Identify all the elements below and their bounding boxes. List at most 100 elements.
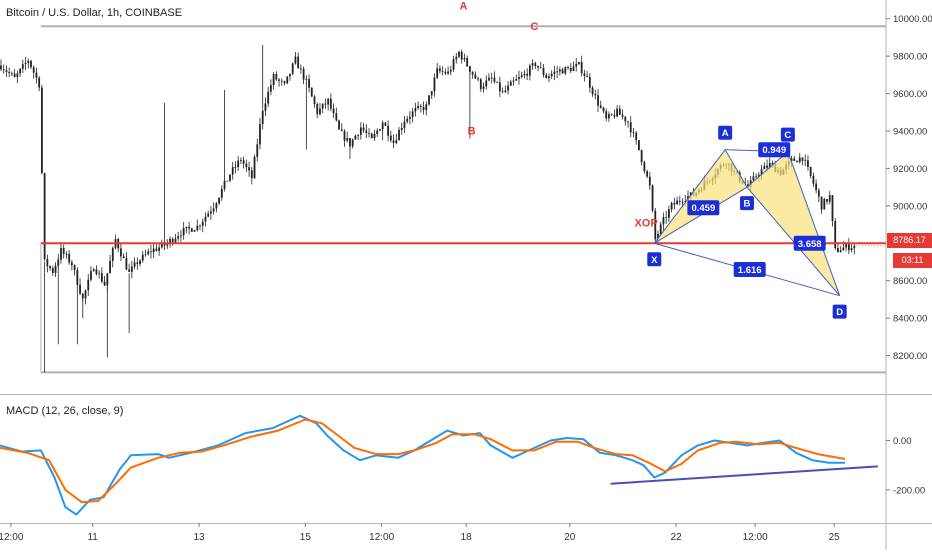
candle-body	[629, 122, 632, 133]
time-tick-label: 12:00	[743, 532, 768, 543]
candle-body	[812, 175, 815, 184]
ratio-label: 0.459	[691, 203, 715, 214]
candle-body	[425, 104, 428, 111]
price-tick-label: 9200.00	[893, 164, 927, 175]
candle-body	[662, 217, 665, 225]
candle-body	[826, 199, 828, 202]
candle-body	[409, 116, 411, 119]
candle-body	[817, 190, 820, 197]
candle-body	[286, 76, 289, 84]
pattern-point-label: C	[784, 130, 791, 141]
candle-body	[155, 248, 158, 251]
price-tick-label: 10000.00	[893, 14, 932, 25]
candle-body	[807, 160, 809, 167]
candle-body	[207, 213, 210, 217]
candle-body	[605, 111, 608, 119]
candle-body	[665, 217, 668, 219]
candle-body	[548, 76, 550, 79]
candle-body	[463, 58, 466, 60]
ratio-badge	[687, 200, 720, 216]
price-tick-label: 9600.00	[893, 89, 927, 100]
candle-body	[220, 188, 223, 198]
candle-body	[520, 75, 523, 78]
candle-body	[627, 121, 629, 123]
candle-body	[501, 91, 504, 93]
candle-body	[319, 108, 321, 115]
candle-body	[594, 94, 597, 96]
price-tick-label: 9000.00	[893, 201, 927, 212]
candle-body	[92, 269, 95, 272]
candle-body	[482, 86, 485, 89]
pattern-point-label: B	[744, 199, 751, 210]
candle-body	[444, 71, 447, 74]
candle-body	[2, 69, 5, 71]
swing-label-a: A	[459, 0, 467, 12]
candle-body	[488, 77, 490, 81]
candle-body	[240, 160, 242, 162]
macd-trendline	[610, 465, 878, 485]
candle-body	[68, 254, 71, 263]
candle-body	[21, 64, 24, 69]
candle-body	[38, 77, 41, 88]
chart-title: Bitcoin / U.S. Dollar, 1h, COINBASE	[6, 7, 183, 19]
candle-body	[11, 73, 13, 74]
candle-body	[471, 71, 474, 75]
candle-body	[60, 248, 62, 260]
candle-body	[839, 250, 842, 253]
candle-body	[128, 269, 131, 272]
last-price-tag: 8786.17	[887, 233, 932, 248]
candle-body	[210, 211, 212, 214]
candle-body	[757, 174, 760, 177]
candle-body	[30, 60, 32, 68]
candle-body	[608, 114, 610, 119]
candle-body	[498, 82, 501, 92]
candle-body	[365, 130, 368, 133]
candle-body	[545, 74, 548, 79]
candle-body	[54, 265, 57, 273]
candle-body	[343, 130, 346, 141]
candle-body	[820, 196, 823, 210]
candle-body	[338, 120, 340, 130]
time-tick-label: 15	[300, 532, 312, 543]
candle-body	[419, 105, 422, 107]
candle-body	[70, 262, 73, 266]
candle-body	[580, 62, 583, 74]
price-tick-label: 8400.00	[893, 314, 927, 325]
candle-body	[19, 68, 21, 74]
candle-body	[212, 208, 215, 212]
candle-body	[586, 75, 589, 78]
candle-body	[349, 138, 351, 147]
candle-body	[458, 51, 460, 57]
candle-body	[441, 71, 444, 72]
candle-body	[542, 68, 545, 75]
candle-body	[564, 67, 567, 74]
pattern-point-badge	[647, 252, 662, 267]
candle-body	[479, 79, 482, 89]
candle-body	[98, 273, 101, 275]
candle-body	[801, 157, 804, 161]
time-tick-label: 20	[564, 532, 576, 543]
candle-body	[275, 73, 278, 80]
macd-tick-label: -200.00	[893, 485, 925, 496]
candle-body	[449, 69, 452, 72]
candle-body	[120, 248, 122, 257]
candle-body	[398, 129, 400, 141]
pattern-point-badge	[780, 127, 795, 142]
candle-body	[618, 108, 621, 115]
candle-body	[40, 87, 43, 174]
candle-body	[351, 139, 354, 147]
candle-body	[433, 77, 436, 92]
candle-body	[621, 114, 624, 117]
price-tick-label: 8600.00	[893, 276, 927, 287]
candle-body	[332, 108, 335, 114]
candle-body	[362, 127, 365, 131]
price-tick-label: 9800.00	[893, 52, 927, 63]
candle-body	[406, 118, 409, 122]
candle-body	[215, 203, 218, 209]
candle-body	[144, 254, 147, 256]
candle-body	[648, 176, 651, 186]
candle-body	[24, 63, 27, 65]
candle-body	[485, 80, 488, 87]
